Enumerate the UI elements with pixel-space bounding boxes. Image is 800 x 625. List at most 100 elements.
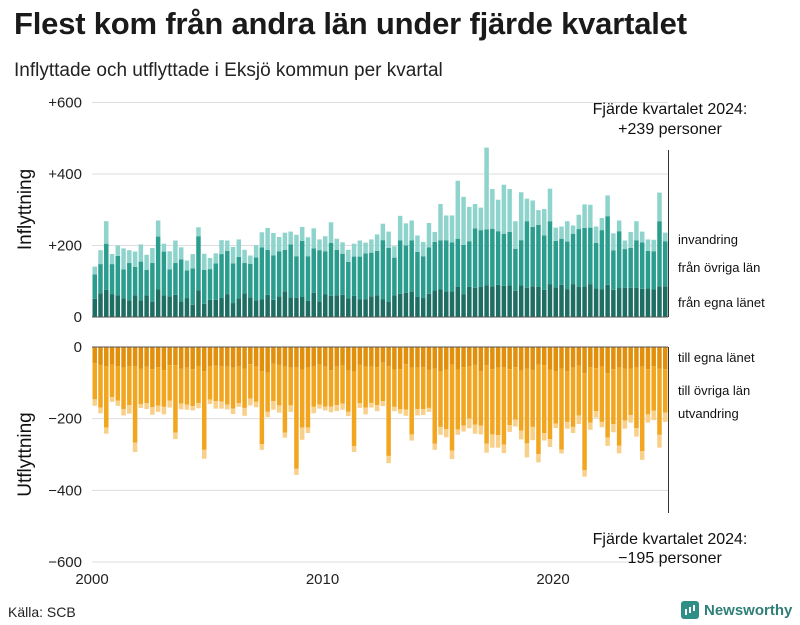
bar-in-other-counties [518, 240, 524, 286]
bar-in-other-counties [645, 250, 651, 289]
bar-in-own-county [173, 294, 178, 317]
bar-out-emigration [351, 446, 357, 452]
bar-in-own-county [317, 301, 322, 317]
bar-in-other-counties [190, 268, 195, 305]
bar-in-own-county [144, 295, 149, 317]
bar-in-immigration [155, 220, 161, 237]
bar-out-emigration [132, 442, 138, 452]
bar-in-immigration [173, 240, 178, 264]
bar-out-own-county [553, 347, 558, 372]
bar-out-own-county [190, 347, 195, 370]
bar-in-own-county [582, 286, 587, 317]
bar-out-other-counties [363, 366, 368, 408]
bar-in-other-counties [230, 263, 236, 304]
bar-in-immigration [109, 254, 115, 265]
bar-in-own-county [340, 294, 345, 317]
y-tick-label: 0 [74, 339, 82, 356]
bar-out-emigration [299, 427, 305, 440]
bar-out-other-counties [184, 367, 190, 405]
bar-out-emigration [415, 408, 420, 416]
bar-out-emigration [507, 425, 512, 432]
bar-out-other-counties [484, 365, 489, 444]
bar-in-immigration [426, 222, 432, 248]
bar-in-own-county [662, 286, 668, 317]
bar-in-other-counties [334, 249, 340, 296]
bar-out-emigration [478, 425, 484, 435]
bar-in-immigration [115, 245, 121, 256]
bar-out-emigration [207, 399, 213, 404]
bar-in-immigration [276, 236, 282, 252]
bar-out-own-county [282, 347, 288, 367]
bar-out-other-counties [634, 367, 639, 428]
bar-in-immigration [403, 223, 409, 246]
bar-out-other-counties [196, 365, 201, 404]
bar-in-immigration [190, 254, 195, 269]
bar-out-own-county [392, 347, 397, 370]
bar-out-emigration [380, 401, 386, 407]
bar-in-immigration [328, 222, 334, 243]
bar-out-own-county [201, 347, 207, 372]
bar-out-own-county [657, 347, 662, 369]
bar-out-other-counties [386, 366, 391, 456]
bar-in-own-county [334, 295, 340, 317]
bar-out-own-county [403, 347, 409, 365]
bar-in-own-county [98, 293, 103, 317]
bar-in-immigration [299, 226, 305, 241]
bar-in-own-county [311, 292, 316, 317]
bar-out-own-county [138, 347, 144, 369]
axis-layer [92, 150, 669, 513]
bar-in-immigration [576, 214, 582, 230]
bar-in-other-counties [662, 241, 668, 287]
series-label-top: från egna länet [678, 295, 765, 310]
bar-in-immigration [374, 234, 380, 251]
bar-out-emigration [582, 470, 587, 477]
bar-out-own-county [104, 347, 109, 366]
bar-out-emigration [190, 406, 195, 411]
bar-out-own-county [230, 347, 236, 368]
bar-out-emigration [311, 406, 316, 414]
bar-in-immigration [605, 195, 610, 217]
bar-out-emigration [634, 427, 639, 437]
bar-out-own-county [455, 347, 461, 370]
bar-in-own-county [472, 287, 478, 317]
bar-out-own-county [513, 347, 518, 368]
grid-layer [92, 102, 668, 563]
bar-in-immigration [138, 244, 144, 262]
bar-out-own-county [639, 347, 645, 367]
bar-out-other-counties [138, 368, 144, 404]
bar-out-other-counties [639, 366, 645, 452]
bar-in-own-county [628, 287, 633, 317]
bar-in-own-county [207, 299, 213, 317]
bar-out-own-county [518, 347, 524, 371]
bar-in-immigration [628, 231, 633, 249]
bar-in-other-counties [570, 233, 576, 285]
bar-out-other-counties [276, 364, 282, 406]
bar-in-other-counties [132, 266, 138, 296]
bar-in-own-county [420, 298, 426, 317]
bar-out-emigration [409, 434, 414, 441]
bar-out-own-county [317, 347, 322, 365]
bar-in-other-counties [415, 251, 420, 297]
bar-out-other-counties [144, 366, 149, 404]
bar-in-other-counties [616, 231, 622, 289]
bar-in-own-county [380, 299, 386, 317]
bar-in-immigration [225, 240, 230, 251]
bar-in-immigration [461, 196, 466, 245]
bar-out-other-counties [127, 366, 132, 406]
bar-out-other-counties [161, 370, 167, 407]
bar-in-immigration [553, 227, 558, 241]
series-label-top: invandring [678, 232, 738, 247]
bar-in-immigration [455, 180, 461, 239]
bar-in-other-counties [565, 241, 570, 290]
bar-out-other-counties [530, 369, 535, 427]
bar-in-other-counties [369, 252, 374, 297]
bar-out-own-county [346, 347, 351, 371]
x-tick-label: 2020 [536, 571, 569, 588]
bar-in-other-counties [455, 238, 461, 287]
bar-in-immigration [201, 253, 207, 270]
bar-out-other-counties [616, 367, 622, 446]
bar-in-own-county [346, 298, 351, 317]
bar-out-emigration [173, 432, 178, 440]
bar-in-own-county [657, 286, 662, 317]
bar-out-emigration [386, 455, 391, 464]
